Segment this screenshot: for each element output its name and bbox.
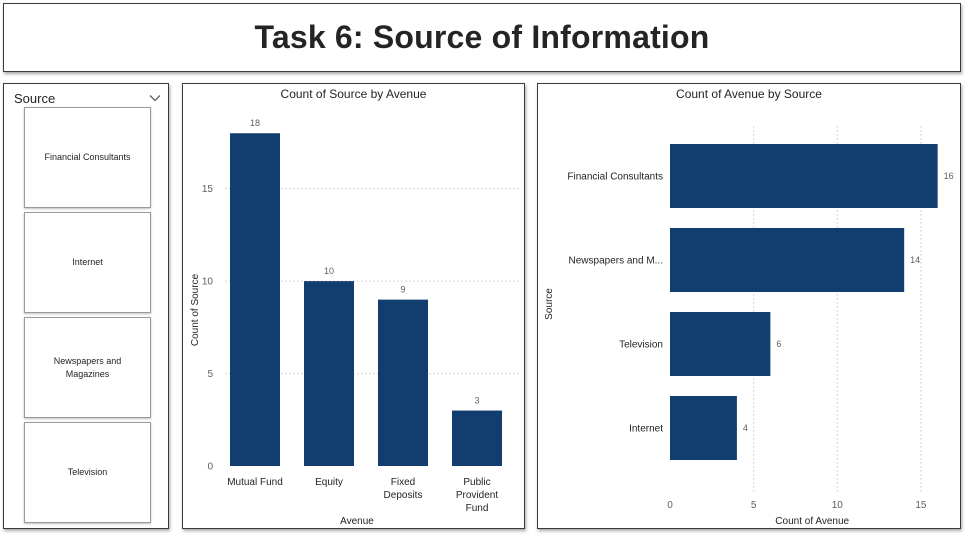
- slicer-item-label: Newspapers and Magazines: [53, 355, 122, 379]
- slicer-item-label: Television: [67, 467, 108, 477]
- x-tick-label: Provident: [456, 490, 498, 501]
- y-tick-label: 15: [202, 184, 214, 195]
- slicer-header[interactable]: Source: [14, 89, 162, 107]
- source-slicer[interactable]: Source Financial Consultants Internet Ne…: [3, 83, 169, 529]
- chart-title: Count of Avenue by Source: [676, 87, 822, 101]
- data-label: 14: [910, 255, 920, 265]
- x-tick-label: Equity: [315, 477, 343, 488]
- y-tick-label: Internet: [629, 424, 663, 435]
- slicer-item-label: Financial Consultants: [44, 152, 131, 162]
- x-tick-label: 5: [751, 500, 757, 511]
- data-label: 3: [474, 396, 479, 406]
- data-label: 9: [400, 285, 405, 295]
- x-tick-label: 10: [832, 500, 844, 511]
- horizontal-bar-chart: 0 5 10 15 16 Financial Consultants 14 Newspaper…: [544, 126, 954, 527]
- y-tick-label: Newspapers and M...: [569, 256, 664, 267]
- y-tick-label: 10: [202, 277, 214, 288]
- x-tick-label: Mutual Fund: [227, 477, 283, 488]
- y-tick-label: Television: [619, 340, 663, 351]
- data-label: 18: [250, 118, 260, 128]
- x-axis-title: Avenue: [340, 516, 374, 527]
- data-label: 6: [776, 339, 781, 349]
- bar-internet[interactable]: [670, 396, 737, 460]
- x-tick-label: 0: [667, 500, 673, 511]
- slicer-item-newspapers-and-magazines[interactable]: Newspapers and Magazines: [24, 317, 151, 418]
- bar-mutual-fund[interactable]: [230, 133, 280, 467]
- slicer-item-internet[interactable]: Internet: [24, 212, 151, 313]
- y-tick-label: Financial Consultants: [567, 172, 663, 183]
- chevron-down-icon[interactable]: [148, 91, 162, 105]
- y-axis-title: Count of Source: [190, 273, 201, 346]
- title-banner: Task 6: Source of Information: [3, 3, 961, 72]
- bar-public-provident-fund[interactable]: [452, 410, 502, 466]
- slicer-item-financial-consultants[interactable]: Financial Consultants: [24, 107, 151, 208]
- y-tick-label: 0: [207, 462, 213, 473]
- column-chart: 0 5 10 15 18 Mutual Fund 10 Equity 9 Fixed Deposit…: [190, 118, 521, 527]
- slicer-label: Source: [14, 90, 56, 106]
- bar-equity[interactable]: [304, 281, 354, 466]
- y-tick-label: 5: [207, 369, 213, 380]
- x-tick-label: Fund: [466, 503, 489, 514]
- x-axis-title: Count of Avenue: [775, 516, 849, 527]
- avenue-bar-chart-panel: Count of Source by Avenue 0 5 10 15 18 Mutual…: [182, 83, 525, 529]
- data-label: 10: [324, 266, 334, 276]
- bar-newspapers-and-m[interactable]: [670, 228, 905, 292]
- bar-fixed-deposits[interactable]: [378, 299, 428, 466]
- slicer-item-label: Internet: [72, 257, 103, 267]
- page-title: Task 6: Source of Information: [254, 19, 710, 55]
- x-tick-label: Deposits: [384, 490, 423, 501]
- slicer-item-television[interactable]: Television: [24, 422, 151, 523]
- bar-financial-consultants[interactable]: [670, 144, 938, 208]
- y-axis-title: Source: [544, 288, 555, 320]
- source-bar-chart-panel: Count of Avenue by Source 0 5 10 15 16 Financ…: [537, 83, 961, 529]
- chart-title: Count of Source by Avenue: [280, 87, 427, 101]
- bar-television[interactable]: [670, 312, 771, 376]
- data-label: 16: [944, 171, 954, 181]
- data-label: 4: [743, 423, 748, 433]
- x-tick-label: 15: [915, 500, 927, 511]
- x-tick-label: Fixed: [391, 477, 415, 488]
- x-tick-label: Public: [463, 477, 490, 488]
